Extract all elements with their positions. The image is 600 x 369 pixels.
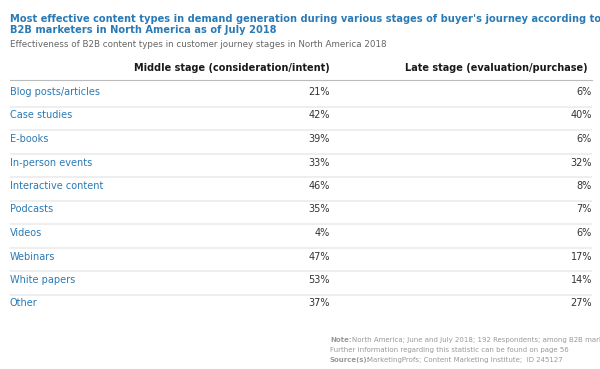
Text: North America; June and July 2018; 192 Respondents; among B2B marketers: North America; June and July 2018; 192 R… [352,337,600,343]
Text: 8%: 8% [577,181,592,191]
Text: Note:: Note: [330,337,352,343]
Text: Middle stage (consideration/intent): Middle stage (consideration/intent) [134,63,330,73]
Text: Blog posts/articles: Blog posts/articles [10,87,100,97]
Text: 40%: 40% [571,110,592,121]
Text: 37%: 37% [308,299,330,308]
Text: Further information regarding this statistic can be found on page 56: Further information regarding this stati… [330,347,569,353]
Text: Source(s):: Source(s): [330,357,370,363]
Text: White papers: White papers [10,275,75,285]
Text: 6%: 6% [577,134,592,144]
Text: 32%: 32% [571,158,592,168]
Text: Late stage (evaluation/purchase): Late stage (evaluation/purchase) [406,63,588,73]
Text: 17%: 17% [571,252,592,262]
Text: 6%: 6% [577,228,592,238]
Text: 39%: 39% [308,134,330,144]
Text: E-books: E-books [10,134,49,144]
Text: MarketingProfs; Content Marketing Institute;  ID 245127: MarketingProfs; Content Marketing Instit… [367,357,563,363]
Text: Effectiveness of B2B content types in customer journey stages in North America 2: Effectiveness of B2B content types in cu… [10,40,386,49]
Text: 4%: 4% [315,228,330,238]
Text: 27%: 27% [571,299,592,308]
Text: Podcasts: Podcasts [10,204,53,214]
Text: Webinars: Webinars [10,252,55,262]
Text: 6%: 6% [577,87,592,97]
Text: 46%: 46% [308,181,330,191]
Text: 53%: 53% [308,275,330,285]
Text: 33%: 33% [308,158,330,168]
Text: 47%: 47% [308,252,330,262]
Text: Videos: Videos [10,228,42,238]
Text: 14%: 14% [571,275,592,285]
Text: Other: Other [10,299,38,308]
Text: 7%: 7% [577,204,592,214]
Text: 35%: 35% [308,204,330,214]
Text: B2B marketers in North America as of July 2018: B2B marketers in North America as of Jul… [10,25,277,35]
Text: Interactive content: Interactive content [10,181,103,191]
Text: Most effective content types in demand generation during various stages of buyer: Most effective content types in demand g… [10,14,600,24]
Text: In-person events: In-person events [10,158,92,168]
Text: 21%: 21% [308,87,330,97]
Text: Case studies: Case studies [10,110,72,121]
Text: 42%: 42% [308,110,330,121]
